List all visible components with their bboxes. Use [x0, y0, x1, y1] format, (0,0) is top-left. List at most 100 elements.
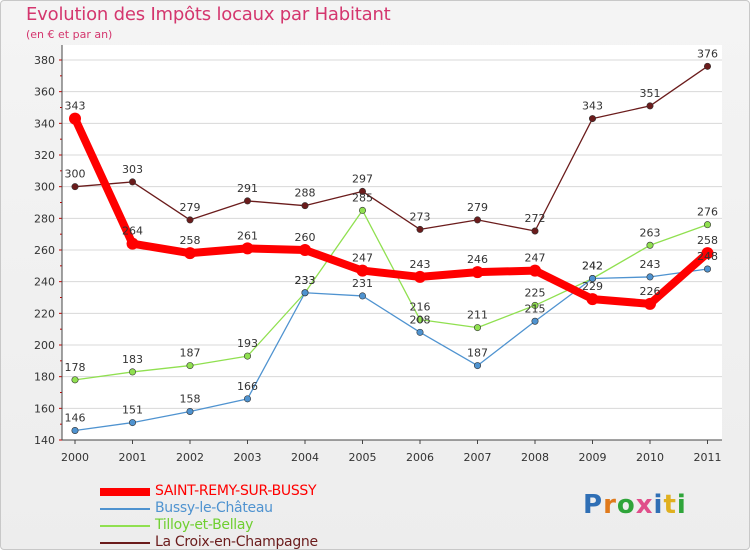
data-point — [473, 362, 481, 370]
data-label: 233 — [295, 274, 316, 287]
data-label: 303 — [122, 163, 143, 176]
data-label: 288 — [295, 187, 316, 200]
x-tick-label: 2003 — [234, 451, 262, 464]
data-label: 216 — [410, 301, 431, 314]
data-label: 263 — [640, 226, 661, 239]
data-point — [244, 352, 252, 360]
axes: 140 160 180 200 220 240 260 280 300 320 340 360 380 2… — [34, 45, 722, 464]
legend-label: Bussy-le-Château — [155, 500, 273, 516]
data-label: 243 — [640, 258, 661, 271]
legend-swatch — [100, 507, 150, 510]
data-label: 258 — [697, 234, 718, 247]
data-point — [241, 242, 254, 255]
data-label: 248 — [697, 250, 718, 263]
legend-item: SAINT-REMY-SUR-BUSSY — [100, 483, 318, 500]
x-tick-label: 2002 — [176, 451, 204, 464]
legend-swatch — [100, 487, 150, 496]
data-point — [473, 216, 481, 224]
data-label: 260 — [295, 231, 316, 244]
series-line-3 — [74, 65, 709, 232]
data-point — [416, 328, 424, 336]
data-label: 225 — [525, 286, 546, 299]
data-label: 187 — [180, 347, 201, 360]
data-point — [531, 227, 539, 235]
data-point — [644, 297, 656, 310]
grid — [62, 45, 722, 441]
data-label: 146 — [65, 412, 86, 425]
data-point — [701, 247, 714, 260]
data-point — [531, 301, 539, 309]
x-tick-label: 2005 — [349, 451, 377, 464]
data-label: 211 — [467, 309, 488, 322]
series — [69, 62, 714, 434]
data-label: 264 — [122, 225, 143, 238]
data-point — [244, 395, 252, 403]
y-tick-label: 360 — [34, 86, 55, 99]
data-label: 279 — [467, 201, 488, 214]
legend-item: Tilloy-et-Bellay — [100, 517, 318, 534]
data-point — [471, 266, 484, 279]
data-label: 166 — [237, 380, 258, 393]
data-labels: 343 264 258 261 260 247 243 246 247 229 226 258 146 1… — [65, 47, 719, 424]
x-tick-label: 2011 — [694, 451, 722, 464]
data-label: 246 — [467, 253, 488, 266]
data-label: 242 — [582, 260, 603, 273]
legend-item: Bussy-le-Château — [100, 500, 318, 517]
data-point — [71, 426, 79, 434]
data-label: 279 — [180, 201, 201, 214]
y-tick-label: 300 — [34, 181, 55, 194]
chart-subtitle: (en € et par an) — [26, 28, 113, 41]
data-point — [703, 221, 711, 229]
data-label: 247 — [525, 252, 546, 265]
data-label: 272 — [525, 212, 546, 225]
proxiti-logo: Proxiti — [583, 490, 687, 520]
data-point — [646, 273, 654, 281]
data-point — [71, 376, 79, 384]
data-label: 215 — [525, 302, 546, 315]
x-tick-label: 2006 — [406, 451, 434, 464]
data-point — [299, 244, 311, 256]
data-point — [184, 247, 196, 260]
data-label: 276 — [697, 206, 718, 219]
series-line-0 — [71, 114, 712, 308]
data-point — [126, 237, 139, 250]
x-tick-label: 2008 — [521, 451, 549, 464]
data-label: 231 — [352, 277, 373, 290]
data-point — [356, 264, 369, 277]
data-point — [71, 183, 79, 191]
y-tick-label: 200 — [34, 339, 55, 352]
data-label: 291 — [237, 182, 258, 195]
y-tick-label: 260 — [34, 244, 55, 257]
legend-item: La Croix-en-Champagne — [100, 534, 318, 551]
data-label: 242 — [582, 260, 603, 273]
data-point — [703, 62, 711, 70]
y-tick-label: 240 — [34, 276, 55, 289]
y-tick-label: 340 — [34, 117, 55, 130]
data-label: 187 — [467, 347, 488, 360]
data-label: 343 — [65, 100, 86, 113]
data-label: 208 — [410, 313, 431, 326]
data-label: 226 — [640, 285, 661, 298]
data-point — [416, 225, 424, 233]
data-point — [186, 362, 194, 370]
data-label: 285 — [352, 191, 373, 204]
series-line-1 — [74, 268, 709, 432]
y-tick-label: 380 — [34, 54, 55, 67]
y-tick-label: 220 — [34, 307, 55, 320]
data-point — [529, 264, 541, 277]
data-label: 178 — [65, 361, 86, 374]
series-line-2 — [74, 209, 709, 381]
data-label: 233 — [295, 274, 316, 287]
legend: SAINT-REMY-SUR-BUSSY Bussy-le-Château Till… — [100, 483, 318, 551]
plot-area — [62, 45, 722, 440]
data-point — [129, 419, 137, 427]
x-tick-label: 2010 — [636, 451, 664, 464]
legend-label: Tilloy-et-Bellay — [155, 517, 254, 533]
data-point — [186, 407, 194, 415]
x-tick-label: 2009 — [579, 451, 607, 464]
data-point — [473, 324, 481, 332]
data-point — [69, 112, 81, 125]
data-label: 351 — [640, 87, 661, 100]
data-point — [646, 241, 654, 249]
x-tick-label: 2007 — [464, 451, 492, 464]
